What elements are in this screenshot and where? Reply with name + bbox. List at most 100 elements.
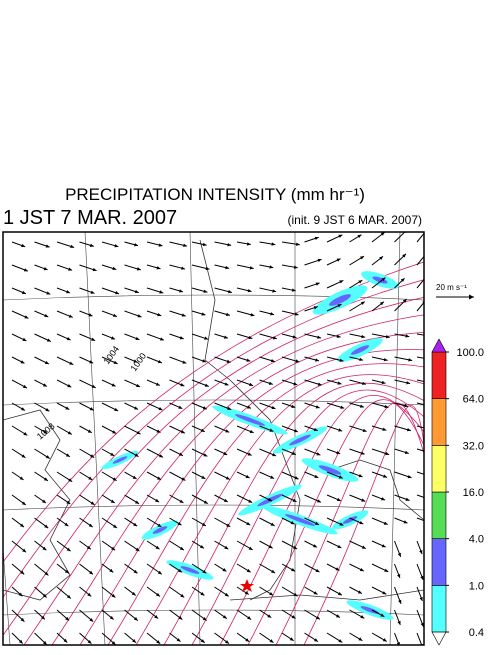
wind-arrow-head [158,243,163,247]
colorbar-box [431,351,447,399]
wind-arrow-head [178,568,182,573]
wind-arrow-head [176,638,181,642]
wind-arrow-head [408,358,413,362]
wind-arrow-head [362,381,366,386]
wind-arrow-head [69,361,74,365]
precip-core [112,456,128,464]
wind-arrow-head [201,522,206,526]
wind-arrow-head [357,590,362,594]
wind-arrow-head [44,524,49,529]
title: PRECIPITATION INTENSITY (mm hr⁻¹) [65,185,365,204]
wind-arrow-head [202,569,207,574]
wind-arrow-head [20,360,25,364]
wind-arrow-head [397,573,401,578]
wind-arrow-head [227,406,232,410]
wind-arrow-head [398,599,402,604]
wind-arrow-head [268,381,273,385]
wind-arrow-head [45,455,50,459]
wind-arrow-head [110,499,115,503]
wind-arrow-head [86,545,91,550]
wind-arrow-head [397,552,401,557]
wind-arrow-head [270,312,275,316]
coastline [229,589,424,601]
wind-arrow [416,356,424,359]
wind-arrow-head [292,335,297,339]
wind-arrow-head [419,596,423,601]
wind-arrow-head [384,404,389,409]
wind-arrow-head [400,278,405,282]
precip-core [289,434,311,446]
wind-arrow-head [247,616,252,620]
wind-arrow [416,379,424,382]
wind-arrow-head [338,428,343,432]
wind-arrow-head [43,641,47,645]
precip-core [180,566,200,574]
wind-arrow-head [382,427,387,431]
wind-arrow-head [335,614,340,618]
wind-arrow [416,448,424,452]
wind-arrow-head [109,615,114,620]
contour-label: 1004 [101,344,121,366]
wind-arrow-head [133,569,138,574]
wind-arrow-head [246,242,251,246]
wind-arrow-head [87,592,92,597]
wind-arrow-head [383,357,388,362]
wind-arrow-head [246,358,251,362]
wind-arrow-head [270,358,275,363]
wind-arrow-head [68,267,73,271]
wind-arrow-head [382,638,387,642]
wind-arrow [394,232,406,243]
wind-arrow-head [111,546,116,551]
wind-arrow-head [338,475,343,479]
contour-label: 1008 [35,421,57,442]
wind-arrow-head [134,453,139,457]
wind-arrow-head [137,314,142,318]
wind-arrow-head [337,591,342,596]
wind-arrow-head [181,477,186,481]
wind-arrow-head [397,620,401,625]
wind-arrow-head [46,338,51,342]
wind-arrow-head [21,407,25,411]
wind-arrow-head [339,280,344,284]
wind-arrow-head [110,452,115,456]
isobar [303,404,424,645]
wind-arrow-head [379,256,384,260]
wind-arrow-head [269,639,274,643]
wind-arrow-head [425,251,429,255]
wind-arrow-head [359,567,364,572]
wind-arrow-head [244,591,249,595]
wind-arrow-head [249,382,254,387]
wind-arrow-head [381,277,386,282]
wind-arrow-head [155,382,160,386]
wind-arrow-head [316,499,321,503]
wind-arrow-head [361,498,366,502]
wind-arrow-head [87,429,92,433]
colorbar-box [431,538,447,586]
wind-arrow-head [202,617,207,621]
colorbar-label: 100.0 [456,347,484,359]
wind-arrow-head [406,381,411,385]
wind-arrow [416,494,424,498]
wind-arrow [416,471,424,475]
wind-arrow-head [44,313,49,318]
wind-arrow-head [314,521,319,525]
wind-arrow-head [293,265,298,269]
coastline [199,239,301,601]
wind-arrow-head [359,404,364,408]
wind-arrow-head [200,592,205,596]
wind-arrow-head [109,568,114,573]
wind-arrow-head [133,522,138,527]
wind-arrow-head [382,591,387,595]
wind-arrow-head [225,429,230,433]
wind-arrow-head [135,500,140,504]
wind-arrow-head [428,521,432,524]
wind-arrow-head [23,268,28,272]
wind-arrow-head [178,405,183,409]
colorbar-box [431,585,447,633]
wind-arrow-head [178,616,183,620]
wind-arrow-head [291,404,296,408]
wind-arrow [416,232,424,243]
wind-arrow-head [41,615,45,620]
wind-arrow-head [336,334,341,338]
wind-arrow-head [204,336,209,340]
